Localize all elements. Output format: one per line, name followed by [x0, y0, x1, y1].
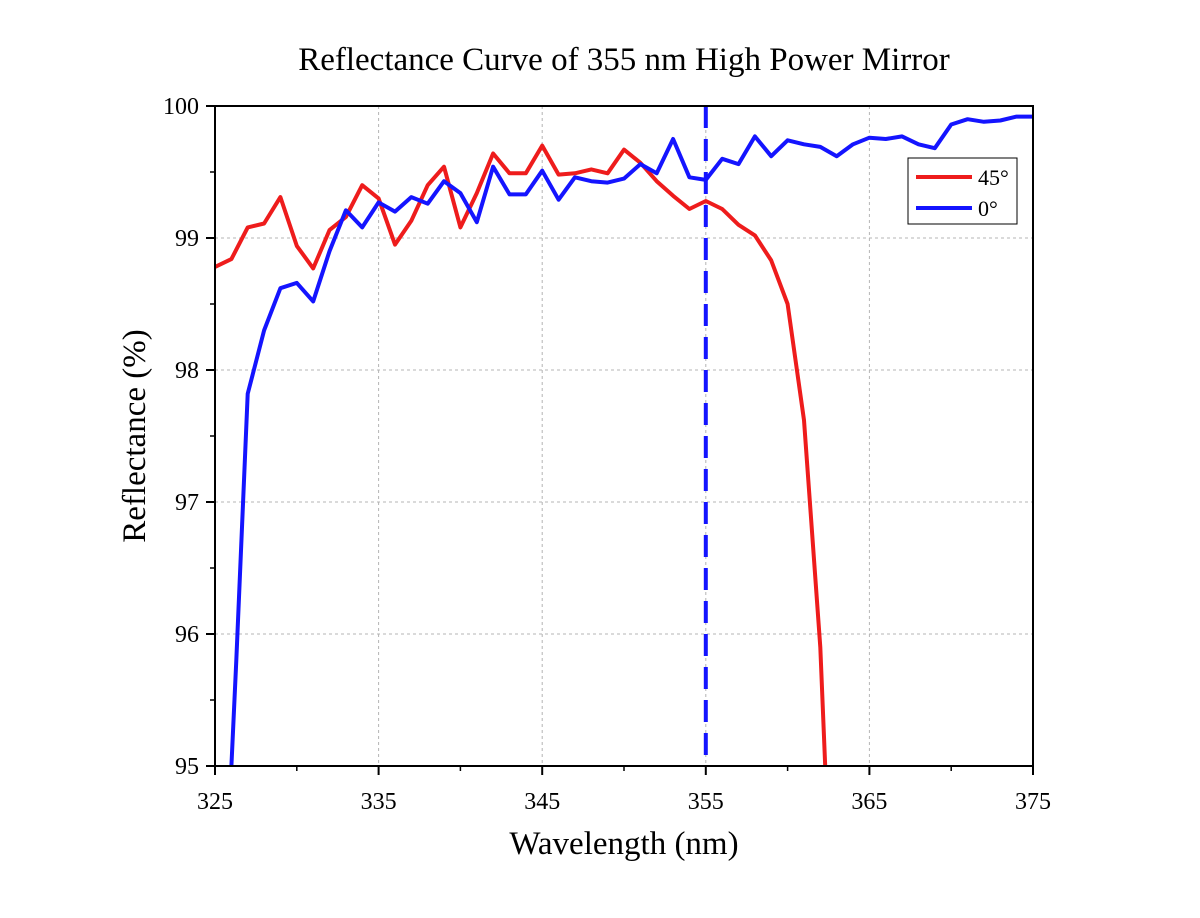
y-axis-label: Reflectance (%)	[117, 329, 153, 542]
axis-ticks: 325 335 345 355 365 375 95 96 97 98 99 100	[163, 94, 1051, 815]
series-line-0	[215, 143, 828, 766]
legend: 45° 0°	[907, 157, 1018, 225]
x-tick-label: 325	[197, 789, 233, 815]
series-lines	[215, 114, 1033, 766]
y-tick-label: 100	[163, 94, 199, 120]
x-tick-label: 355	[688, 789, 724, 815]
x-tick-label: 375	[1015, 789, 1051, 815]
y-tick-label: 95	[175, 754, 199, 780]
series-line-1	[229, 114, 1033, 766]
y-tick-label: 98	[175, 358, 199, 384]
legend-box	[907, 157, 1018, 225]
y-tick-label: 97	[175, 490, 199, 516]
legend-label-0-degree: 0°	[978, 196, 998, 221]
x-tick-label: 335	[361, 789, 397, 815]
x-tick-label: 365	[851, 789, 887, 815]
y-tick-label: 99	[175, 226, 199, 252]
x-axis-label: Wavelength (nm)	[509, 826, 738, 862]
x-tick-label: 345	[524, 789, 560, 815]
legend-label-45-degree: 45°	[978, 165, 1009, 190]
y-tick-label: 96	[175, 622, 199, 648]
chart-title: Reflectance Curve of 355 nm High Power M…	[298, 42, 950, 78]
